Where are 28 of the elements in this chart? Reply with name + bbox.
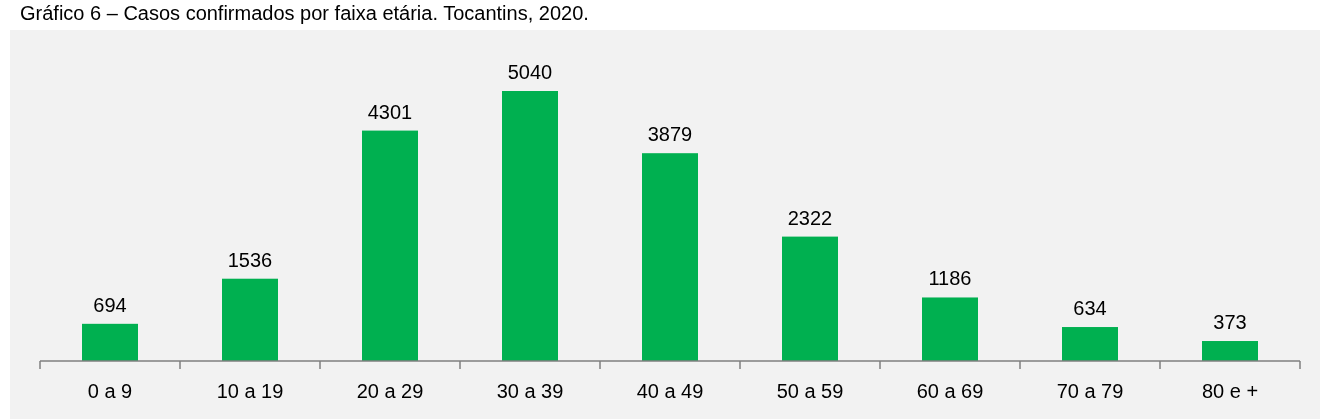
bar	[782, 236, 838, 361]
x-tick-label: 80 e +	[1201, 380, 1259, 402]
chart-title: Gráfico 6 – Casos confirmados por faixa etária. Tocantins, 2020.	[20, 2, 589, 24]
data-label: 3879	[647, 123, 693, 146]
bar	[922, 297, 978, 361]
data-label: 4301	[367, 100, 413, 123]
x-tick-label: 20 a 29	[356, 380, 424, 402]
bar	[362, 130, 418, 361]
x-tick-label: 40 a 49	[636, 380, 704, 402]
data-label: 1536	[227, 248, 273, 271]
data-label: 373	[1213, 311, 1247, 334]
data-label: 634	[1073, 297, 1107, 320]
x-tick-label: 70 a 79	[1056, 380, 1124, 402]
data-label: 694	[93, 293, 127, 316]
x-tick-label: 30 a 39	[496, 380, 564, 402]
bar	[82, 323, 138, 361]
bar	[642, 153, 698, 361]
bar	[1062, 327, 1118, 361]
bar	[1202, 341, 1258, 361]
bar	[502, 91, 558, 361]
x-tick-label: 50 a 59	[776, 380, 844, 402]
x-tick-label: 10 a 19	[216, 380, 284, 402]
data-label: 5040	[507, 61, 553, 83]
data-label: 1186	[928, 267, 972, 290]
bar	[222, 278, 278, 361]
data-label: 2322	[787, 206, 833, 229]
x-tick-label: 60 a 69	[916, 380, 984, 402]
x-tick-label: 0 a 9	[87, 380, 133, 402]
